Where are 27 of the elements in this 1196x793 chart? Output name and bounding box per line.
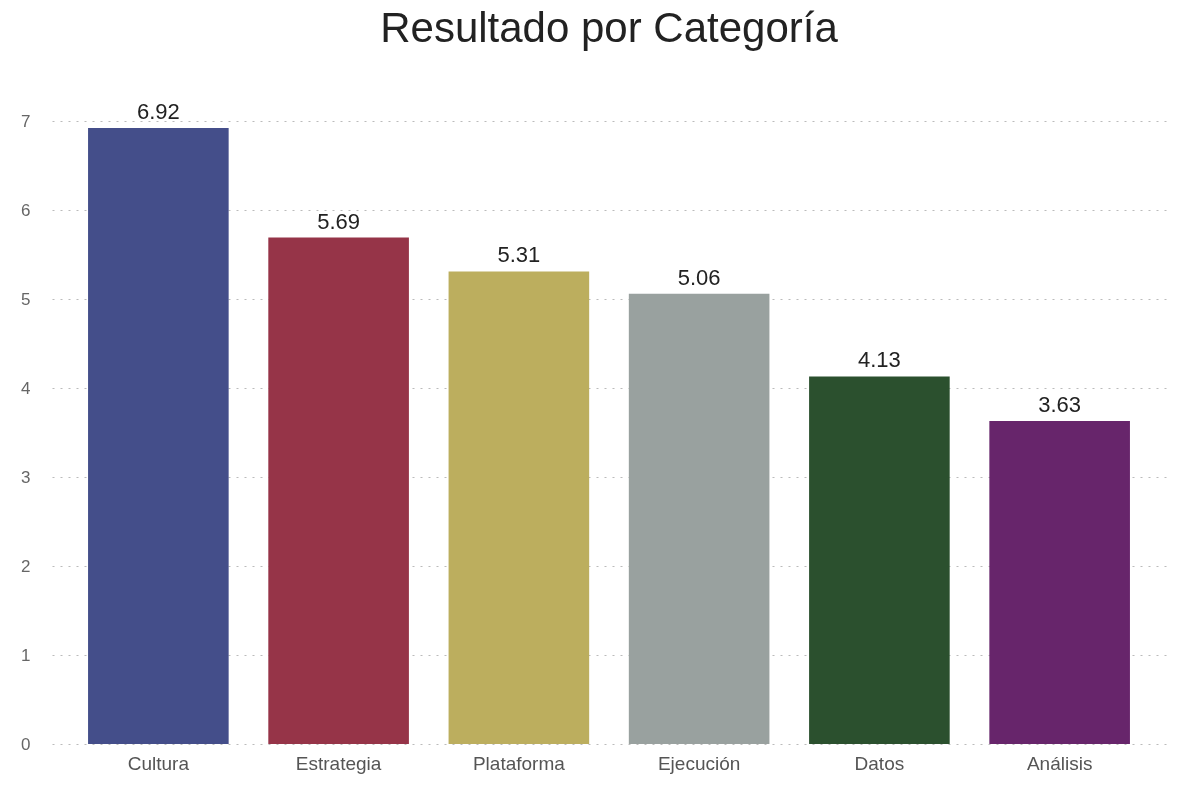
chart-title: Resultado por Categoría bbox=[380, 4, 839, 52]
y-tick-label: 2 bbox=[21, 556, 31, 576]
y-tick-label: 1 bbox=[21, 645, 31, 665]
x-tick-label: Plataforma bbox=[472, 752, 566, 774]
data-label: 6.92 bbox=[136, 99, 180, 125]
x-tick-label: Ejecución bbox=[657, 752, 741, 774]
data-label: 5.06 bbox=[677, 264, 721, 290]
bar bbox=[88, 128, 229, 744]
x-tick-label: Análisis bbox=[1026, 752, 1093, 774]
x-tick-label: Datos bbox=[854, 752, 905, 774]
y-tick-label: 0 bbox=[21, 734, 31, 754]
y-tick-label: 7 bbox=[21, 111, 31, 131]
data-label: 5.69 bbox=[317, 208, 361, 234]
data-label: 5.31 bbox=[497, 242, 541, 268]
y-tick-label: 3 bbox=[21, 467, 31, 487]
y-tick-label: 4 bbox=[21, 378, 31, 398]
bar bbox=[989, 420, 1130, 744]
x-tick-label: Cultura bbox=[127, 752, 190, 774]
data-label: 4.13 bbox=[857, 347, 901, 373]
y-tick-label: 6 bbox=[21, 200, 31, 220]
bar bbox=[628, 293, 770, 744]
data-label: 3.63 bbox=[1038, 391, 1082, 417]
bar bbox=[448, 271, 590, 744]
bar bbox=[809, 376, 950, 744]
y-tick-label: 5 bbox=[21, 289, 31, 309]
bar bbox=[268, 237, 409, 744]
x-tick-label: Estrategia bbox=[295, 752, 382, 774]
